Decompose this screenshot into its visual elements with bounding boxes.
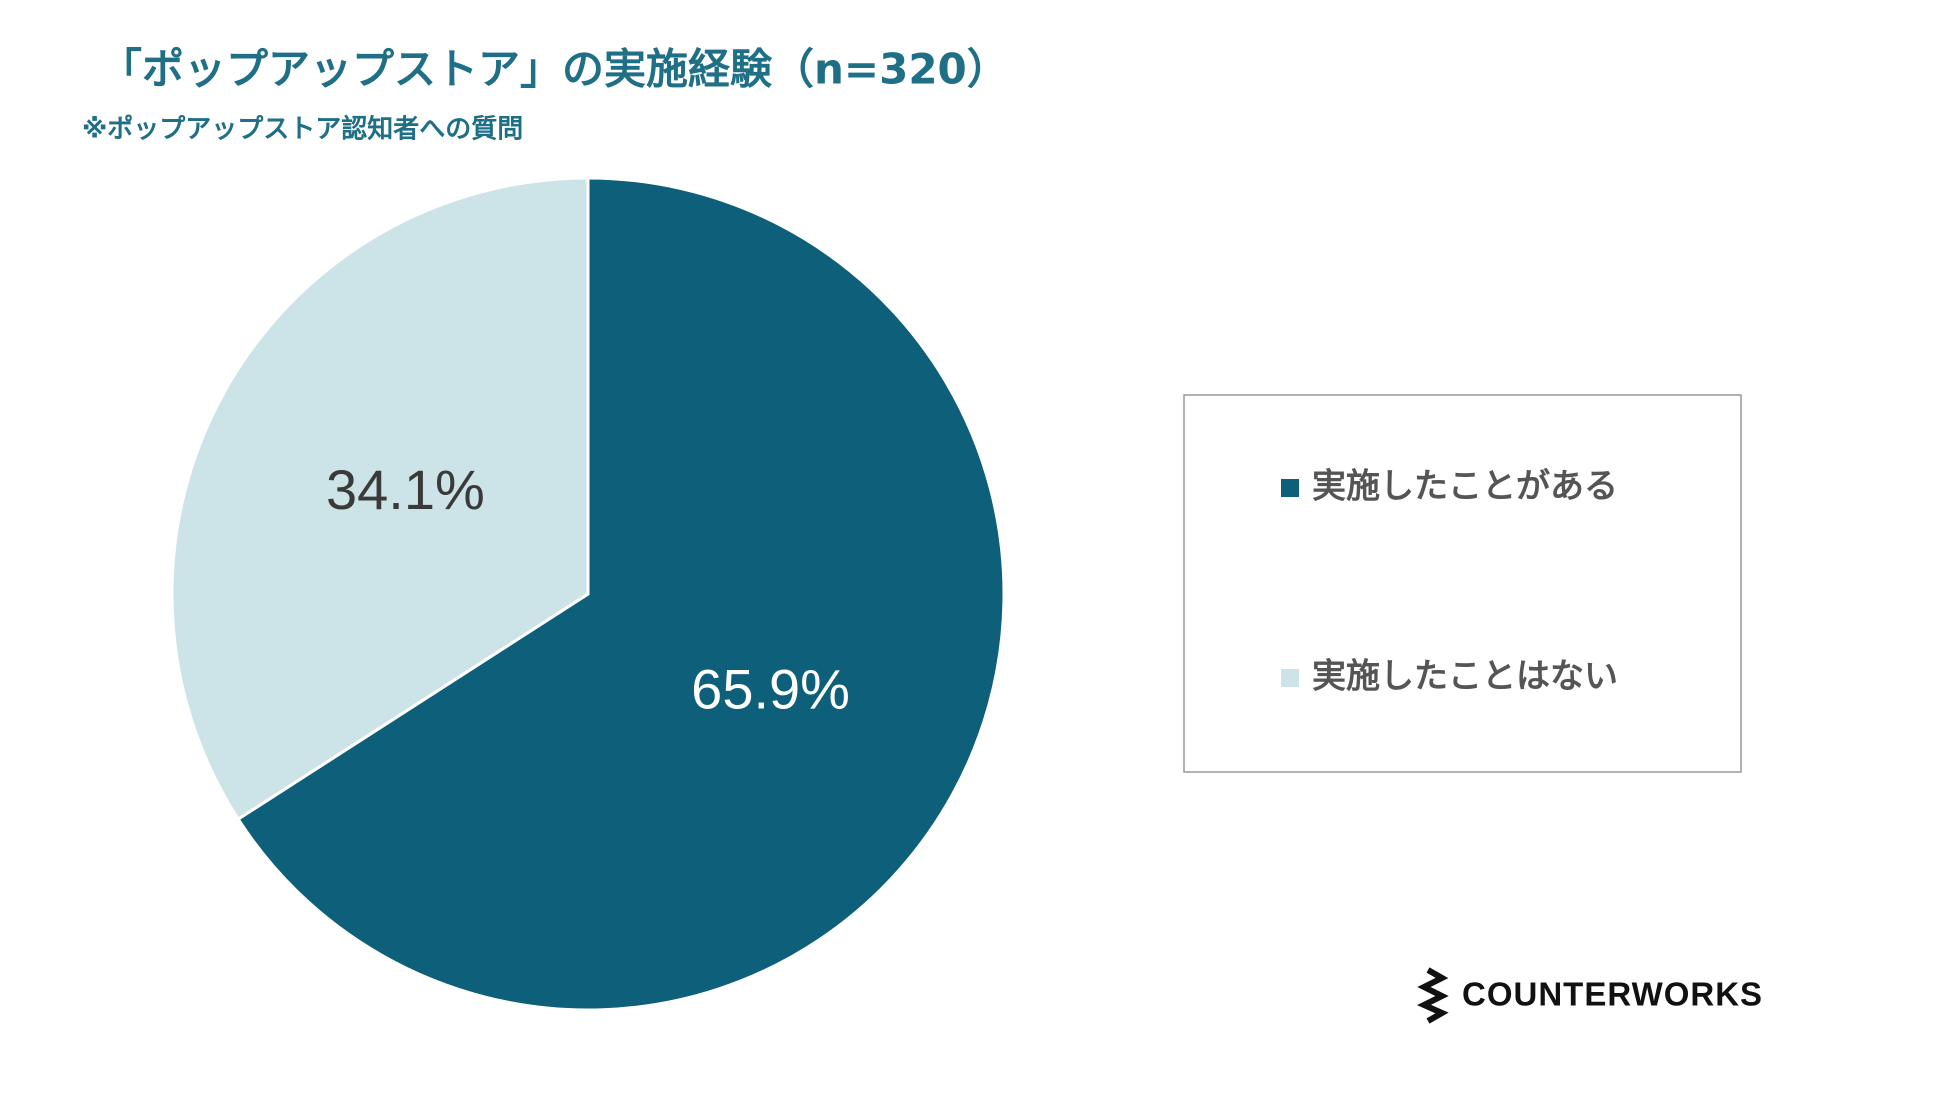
chart-title: 「ポップアップストア」の実施経験（n=320） <box>100 45 1009 94</box>
logo-icon <box>1416 967 1449 1024</box>
pie-slice <box>236 176 1006 1012</box>
logo-text: COUNTERWORKS <box>1462 976 1763 1013</box>
chart-subtitle: ※ポップアップストア認知者への質問 <box>82 114 523 145</box>
legend-label: 実施したことはない <box>1312 657 1618 697</box>
legend-box <box>1183 394 1742 773</box>
legend-swatch <box>1281 479 1299 497</box>
value-label: 34.1% <box>326 458 485 521</box>
pie-slice <box>170 176 590 822</box>
legend-swatch <box>1281 669 1299 687</box>
legend-label: 実施したことがある <box>1312 467 1618 507</box>
value-label: 65.9% <box>691 657 850 720</box>
